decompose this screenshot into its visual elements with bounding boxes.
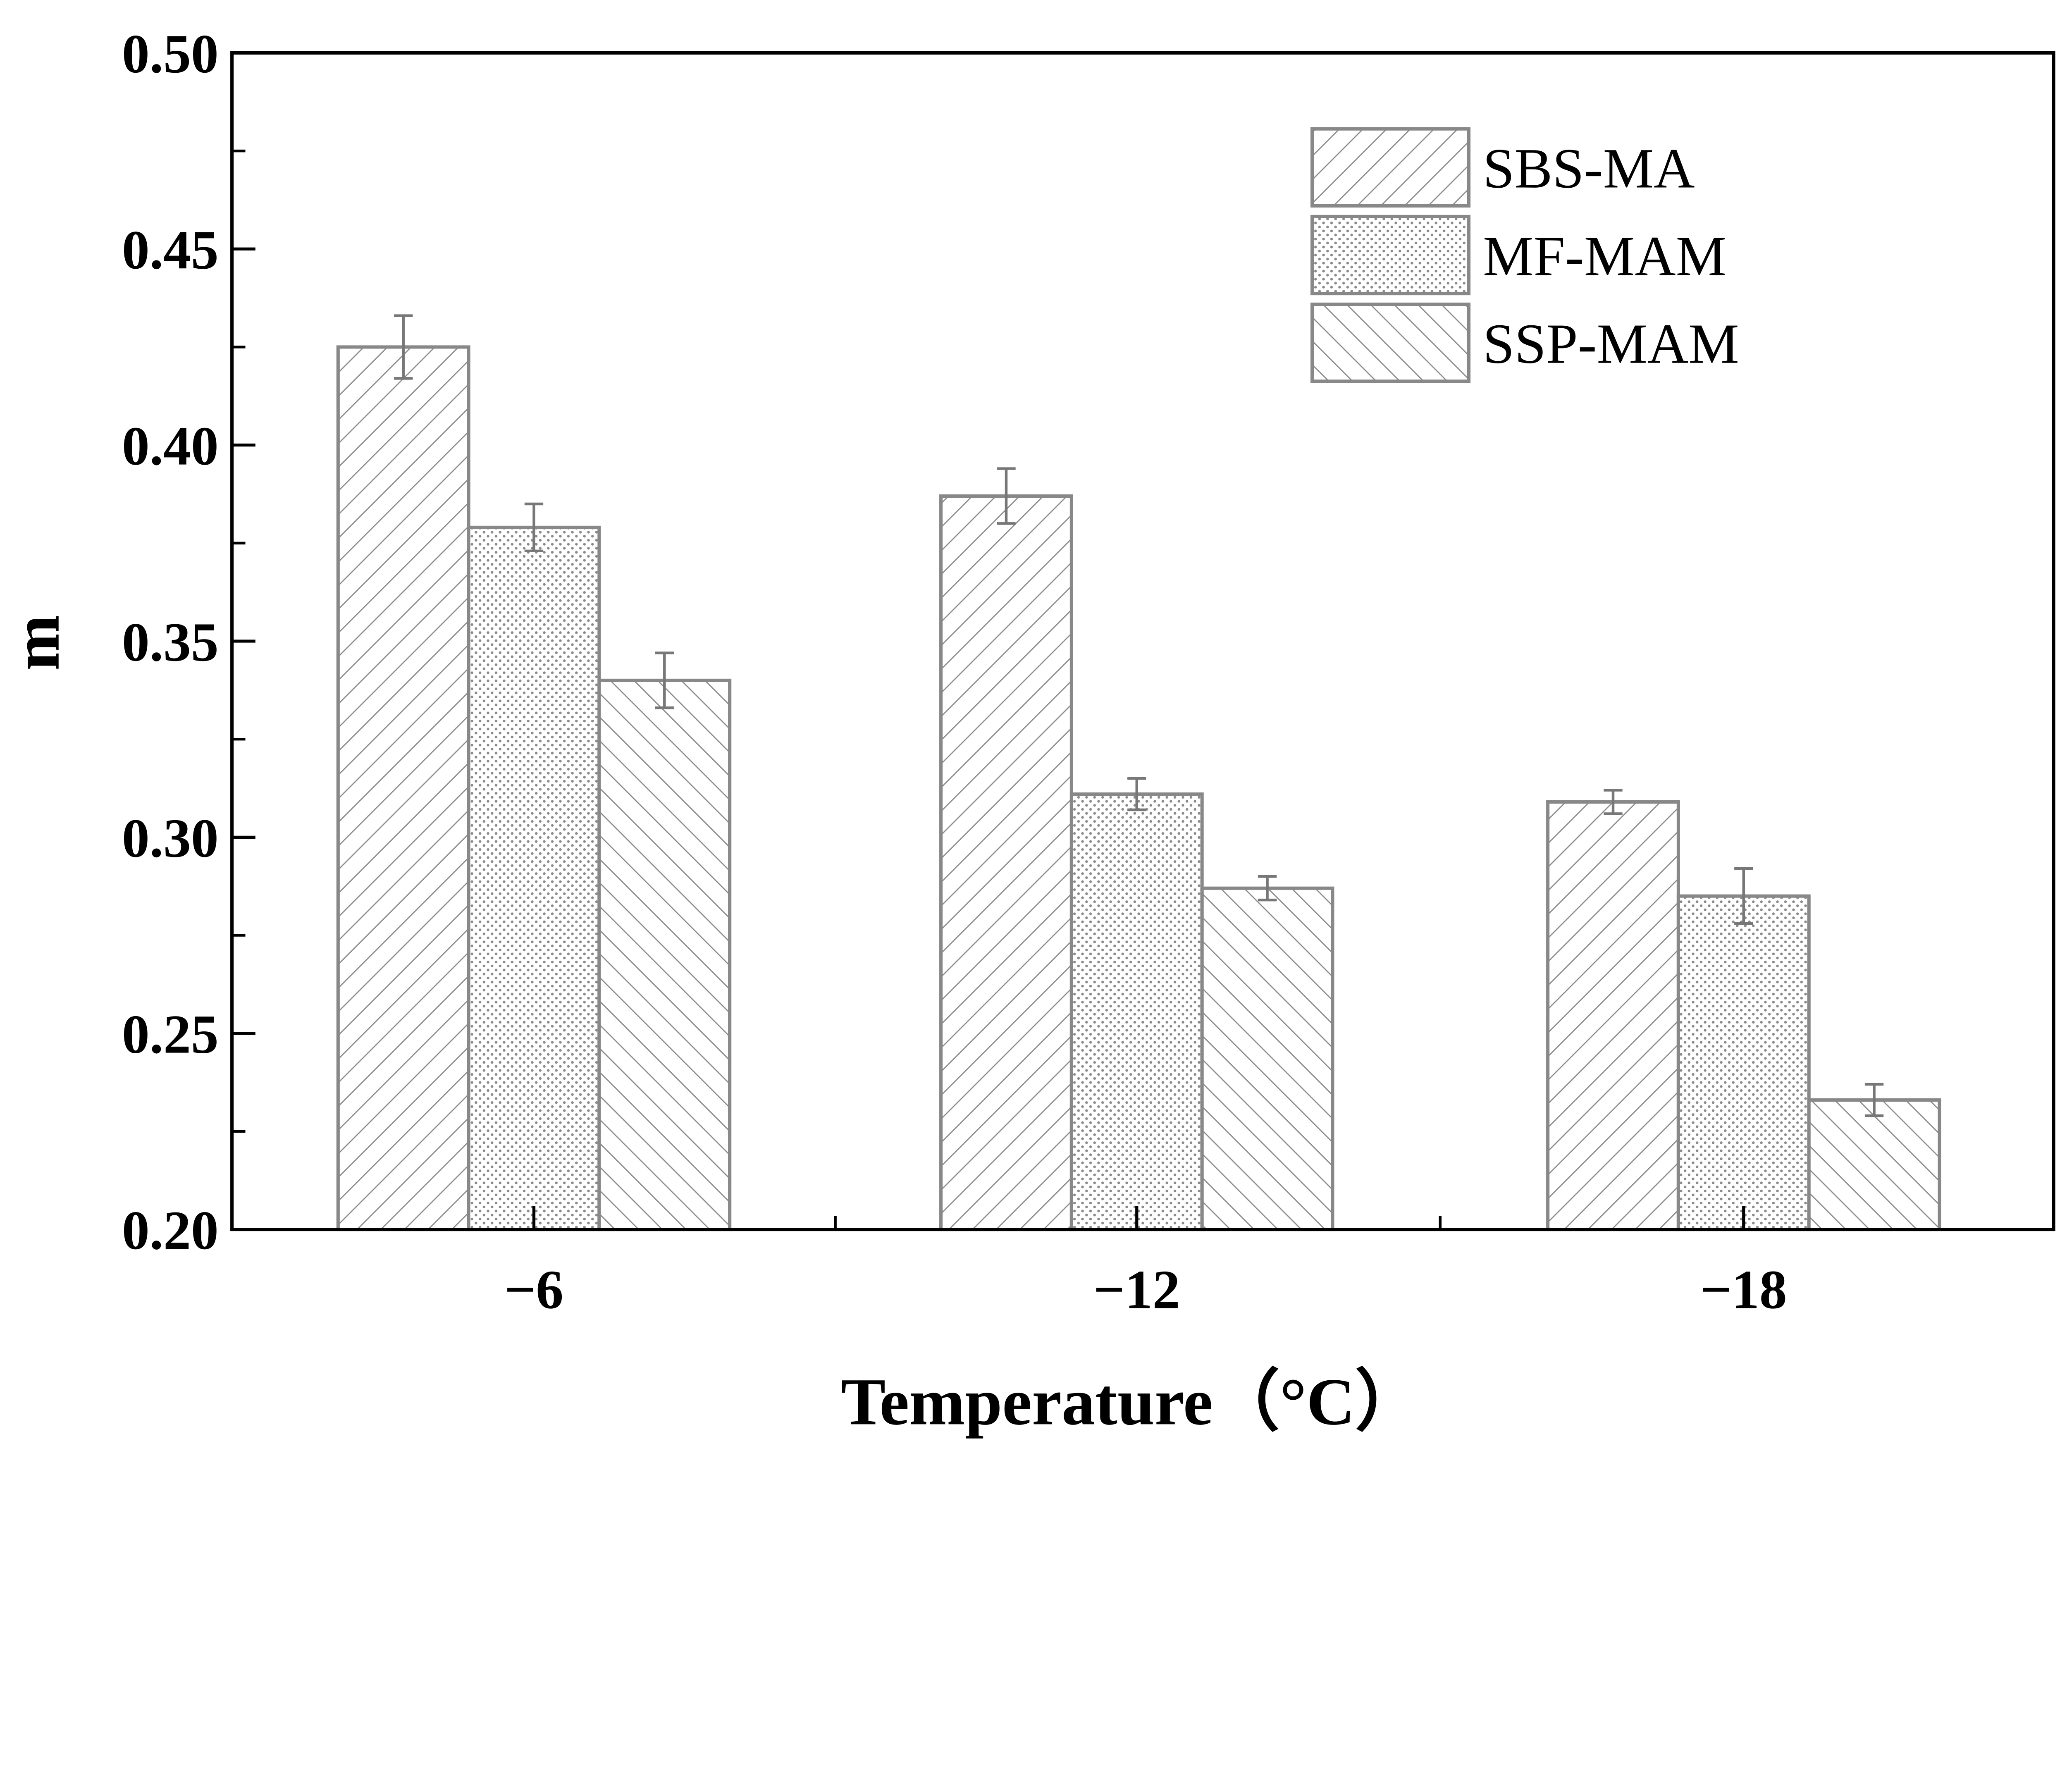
- y-tick-label: 0.35: [122, 611, 219, 673]
- y-tick-label: 0.20: [122, 1200, 219, 1261]
- bar: [1069, 792, 1204, 1231]
- bar: [1676, 894, 1811, 1231]
- y-tick-label: 0.50: [122, 23, 219, 84]
- bar: [939, 494, 1073, 1231]
- bar: [1807, 1098, 1941, 1231]
- bar: [597, 678, 732, 1231]
- x-axis-title: Temperature（°C）: [841, 1365, 1422, 1439]
- x-tick-label: −18: [1700, 1259, 1787, 1320]
- legend-swatch: [1310, 215, 1471, 296]
- bar: [467, 525, 601, 1231]
- bar: [336, 345, 470, 1231]
- legend-swatch: [1310, 302, 1471, 383]
- bar-chart: 0.20 0.25 0.30 0.35 0.40 0.45 0.50 −6 −12 −18 SBS…: [0, 23, 2055, 1439]
- legend-label: SSP-MAM: [1483, 312, 1739, 375]
- y-tick-label: 0.25: [122, 1004, 219, 1065]
- legend-swatch: [1310, 127, 1471, 208]
- legend-label: SBS-MA: [1483, 136, 1695, 200]
- y-tick-label: 0.30: [122, 807, 219, 869]
- x-tick-label: −6: [504, 1259, 563, 1320]
- bar: [1200, 886, 1334, 1231]
- bar: [1546, 800, 1680, 1231]
- y-tick-label: 0.45: [122, 219, 219, 280]
- y-tick-label: 0.40: [122, 415, 219, 477]
- y-axis-title: m: [0, 615, 74, 671]
- x-tick-label: −12: [1093, 1259, 1180, 1320]
- legend-label: MF-MAM: [1483, 224, 1726, 288]
